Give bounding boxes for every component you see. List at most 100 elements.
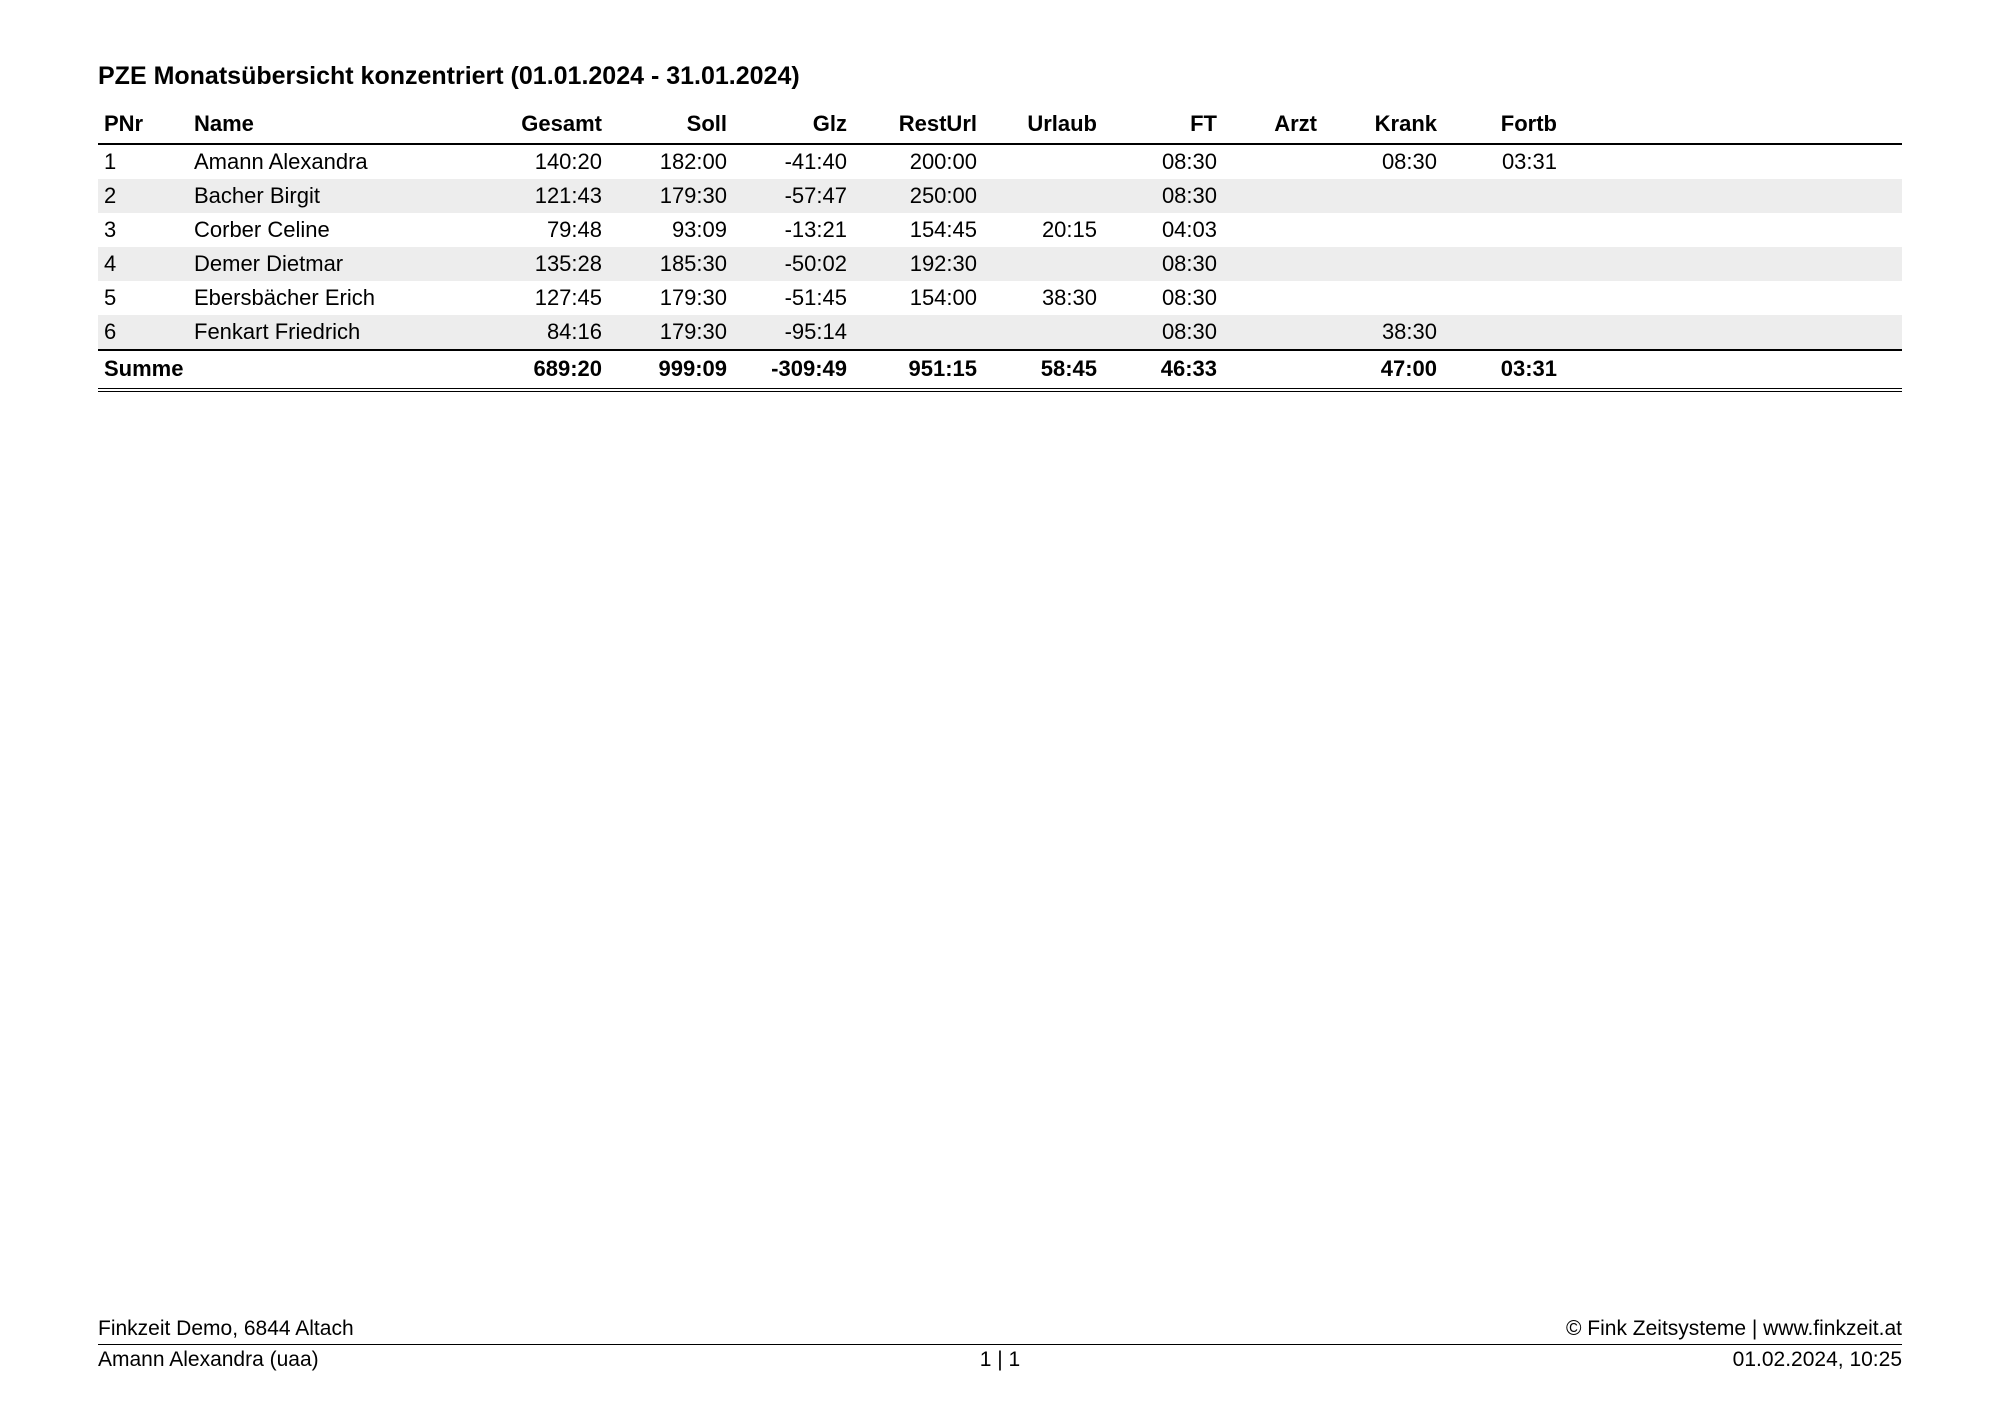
sum-label: Summe — [98, 350, 478, 390]
cell-pnr: 4 — [98, 247, 188, 281]
cell-urlaub — [983, 247, 1103, 281]
cell-krank — [1323, 179, 1443, 213]
cell-gesamt: 84:16 — [478, 315, 608, 350]
cell-fortb — [1443, 281, 1563, 315]
cell-fortb — [1443, 247, 1563, 281]
cell-urlaub: 20:15 — [983, 213, 1103, 247]
page-footer: Finkzeit Demo, 6844 Altach © Fink Zeitsy… — [98, 1317, 1902, 1372]
cell-resturl — [853, 315, 983, 350]
cell-resturl: 250:00 — [853, 179, 983, 213]
cell-resturl: 154:00 — [853, 281, 983, 315]
cell-gesamt: 79:48 — [478, 213, 608, 247]
cell-urlaub — [983, 315, 1103, 350]
footer-top: Finkzeit Demo, 6844 Altach © Fink Zeitsy… — [98, 1317, 1902, 1345]
cell-soll: 179:30 — [608, 179, 733, 213]
cell-gesamt: 140:20 — [478, 144, 608, 179]
col-krank: Krank — [1323, 105, 1443, 144]
report-page: PZE Monatsübersicht konzentriert (01.01.… — [0, 0, 2000, 1412]
sum-resturl: 951:15 — [853, 350, 983, 390]
cell-arzt — [1223, 247, 1323, 281]
col-glz: Glz — [733, 105, 853, 144]
cell-fortb — [1443, 213, 1563, 247]
cell-pnr: 1 — [98, 144, 188, 179]
col-arzt: Arzt — [1223, 105, 1323, 144]
cell-gesamt: 135:28 — [478, 247, 608, 281]
report-title: PZE Monatsübersicht konzentriert (01.01.… — [98, 62, 1902, 91]
cell-arzt — [1223, 315, 1323, 350]
col-gesamt: Gesamt — [478, 105, 608, 144]
cell-glz: -51:45 — [733, 281, 853, 315]
table-row: 5Ebersbächer Erich127:45179:30-51:45154:… — [98, 281, 1902, 315]
cell-ft: 08:30 — [1103, 281, 1223, 315]
cell-name: Amann Alexandra — [188, 144, 478, 179]
col-fortb: Fortb — [1443, 105, 1563, 144]
cell-gesamt: 121:43 — [478, 179, 608, 213]
report-table: PNr Name Gesamt Soll Glz RestUrl Urlaub … — [98, 105, 1902, 392]
footer-page-number: 1 | 1 — [980, 1348, 1020, 1372]
cell-pnr: 6 — [98, 315, 188, 350]
cell-glz: -95:14 — [733, 315, 853, 350]
sum-arzt — [1223, 350, 1323, 390]
footer-company: Finkzeit Demo, 6844 Altach — [98, 1317, 354, 1341]
cell-glz: -57:47 — [733, 179, 853, 213]
cell-ft: 08:30 — [1103, 315, 1223, 350]
cell-glz: -41:40 — [733, 144, 853, 179]
sum-urlaub: 58:45 — [983, 350, 1103, 390]
cell-arzt — [1223, 179, 1323, 213]
cell-krank — [1323, 281, 1443, 315]
cell-name: Corber Celine — [188, 213, 478, 247]
cell-arzt — [1223, 144, 1323, 179]
cell-resturl: 200:00 — [853, 144, 983, 179]
cell-krank — [1323, 213, 1443, 247]
col-urlaub: Urlaub — [983, 105, 1103, 144]
col-resturl: RestUrl — [853, 105, 983, 144]
cell-soll: 179:30 — [608, 281, 733, 315]
cell-soll: 93:09 — [608, 213, 733, 247]
cell-urlaub: 38:30 — [983, 281, 1103, 315]
footer-user: Amann Alexandra (uaa) — [98, 1348, 319, 1372]
cell-resturl: 192:30 — [853, 247, 983, 281]
sum-fortb: 03:31 — [1443, 350, 1563, 390]
cell-soll: 185:30 — [608, 247, 733, 281]
cell-name: Ebersbächer Erich — [188, 281, 478, 315]
cell-name: Bacher Birgit — [188, 179, 478, 213]
table-row: 2Bacher Birgit121:43179:30-57:47250:00 08… — [98, 179, 1902, 213]
cell-fortb — [1443, 179, 1563, 213]
cell-krank: 38:30 — [1323, 315, 1443, 350]
table-row: 6Fenkart Friedrich84:16179:30-95:1408:30… — [98, 315, 1902, 350]
col-name: Name — [188, 105, 478, 144]
cell-gesamt: 127:45 — [478, 281, 608, 315]
sum-ft: 46:33 — [1103, 350, 1223, 390]
col-soll: Soll — [608, 105, 733, 144]
cell-fortb — [1443, 315, 1563, 350]
cell-pnr: 3 — [98, 213, 188, 247]
sum-row: Summe 689:20 999:09 -309:49 951:15 58:45… — [98, 350, 1902, 390]
cell-krank: 08:30 — [1323, 144, 1443, 179]
cell-pnr: 2 — [98, 179, 188, 213]
cell-name: Demer Dietmar — [188, 247, 478, 281]
col-pnr: PNr — [98, 105, 188, 144]
cell-glz: -13:21 — [733, 213, 853, 247]
cell-urlaub — [983, 179, 1103, 213]
cell-ft: 04:03 — [1103, 213, 1223, 247]
sum-gesamt: 689:20 — [478, 350, 608, 390]
cell-soll: 182:00 — [608, 144, 733, 179]
cell-fortb: 03:31 — [1443, 144, 1563, 179]
sum-soll: 999:09 — [608, 350, 733, 390]
table-header-row: PNr Name Gesamt Soll Glz RestUrl Urlaub … — [98, 105, 1902, 144]
cell-krank — [1323, 247, 1443, 281]
footer-timestamp: 01.02.2024, 10:25 — [1733, 1348, 1902, 1372]
cell-urlaub — [983, 144, 1103, 179]
cell-ft: 08:30 — [1103, 179, 1223, 213]
table-row: 1Amann Alexandra140:20182:00-41:40200:00… — [98, 144, 1902, 179]
footer-copyright: © Fink Zeitsysteme | www.finkzeit.at — [1566, 1317, 1902, 1341]
cell-arzt — [1223, 213, 1323, 247]
sum-glz: -309:49 — [733, 350, 853, 390]
cell-resturl: 154:45 — [853, 213, 983, 247]
cell-glz: -50:02 — [733, 247, 853, 281]
cell-arzt — [1223, 281, 1323, 315]
footer-bottom: Amann Alexandra (uaa) 1 | 1 01.02.2024, … — [98, 1345, 1902, 1372]
table-row: 3Corber Celine79:4893:09-13:21154:4520:1… — [98, 213, 1902, 247]
sum-krank: 47:00 — [1323, 350, 1443, 390]
cell-ft: 08:30 — [1103, 144, 1223, 179]
